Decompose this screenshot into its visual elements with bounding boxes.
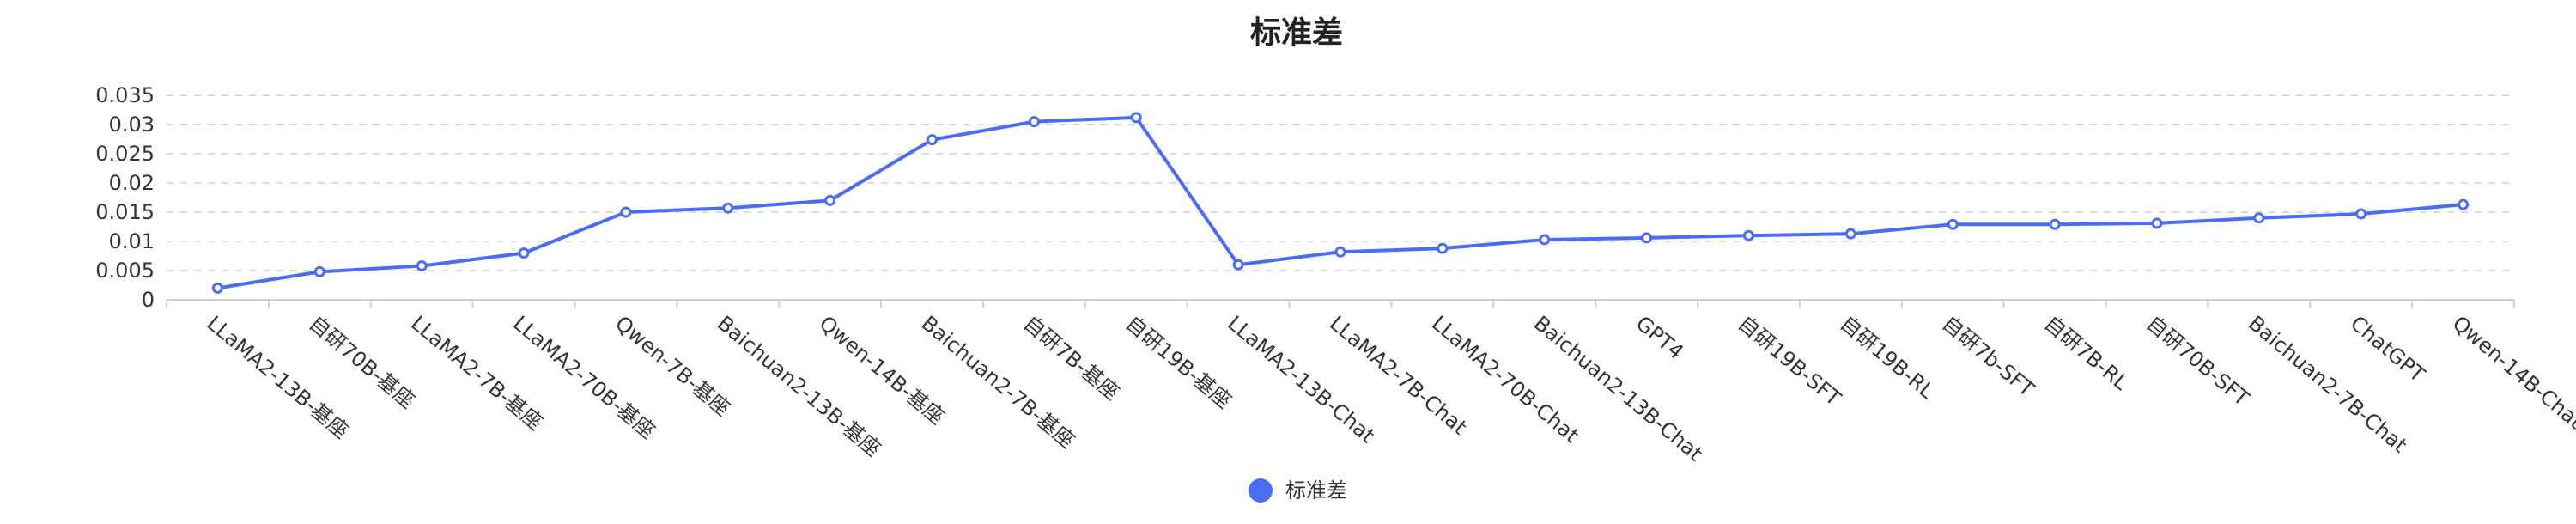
legend-label[interactable]: 标准差 (1285, 478, 1347, 503)
y-tick-label: 0.005 (95, 259, 155, 283)
y-tick-label: 0 (142, 288, 155, 312)
x-tick-label: 自研7b-SFT (1937, 311, 2038, 402)
x-tick-label: 自研19B-RL (1835, 311, 1939, 404)
y-tick-label: 0.035 (95, 83, 155, 107)
x-tick-label: 自研19B-SFT (1734, 311, 1846, 411)
series-layer (211, 112, 2470, 294)
data-point[interactable] (722, 202, 734, 214)
x-tick-label: 自研19B-基座 (1121, 311, 1236, 413)
x-tick-label: 自研70B-SFT (2142, 311, 2254, 411)
data-point[interactable] (2253, 212, 2265, 224)
x-tick-label: 自研7B-RL (2039, 311, 2133, 395)
legend[interactable]: 标准差 (1249, 478, 1347, 503)
data-point[interactable] (1641, 232, 1653, 244)
data-point[interactable] (1334, 246, 1346, 258)
x-tick-label: Baichuan2-13B-Chat (1529, 311, 1707, 466)
data-point[interactable] (1947, 218, 1959, 230)
data-point[interactable] (1437, 242, 1449, 254)
data-point[interactable] (2355, 208, 2367, 220)
y-tick-label: 0.025 (95, 142, 155, 166)
x-axis (166, 299, 2515, 308)
x-tick-label: Baichuan2-13B-基座 (713, 311, 885, 461)
data-point[interactable] (416, 260, 428, 272)
y-tick-label: 0.02 (109, 171, 155, 195)
data-point[interactable] (211, 282, 223, 294)
data-point[interactable] (927, 134, 939, 146)
data-point[interactable] (2151, 217, 2163, 229)
x-tick-label: 自研7B-基座 (1019, 311, 1124, 405)
chart-title: 标准差 (1250, 15, 1343, 51)
y-tick-label: 0.01 (109, 229, 155, 253)
x-tick-label: Qwen-14B-Chat (2448, 311, 2576, 434)
x-axis-labels: LLaMA2-13B-基座自研70B-基座LLaMA2-7B-基座LLaMA2-… (203, 311, 2576, 466)
y-tick-label: 0.03 (109, 113, 155, 137)
x-tick-label: GPT4 (1631, 311, 1688, 364)
data-point[interactable] (1539, 234, 1551, 246)
y-axis-labels: 0 0.005 0.01 0.015 0.02 0.025 0.03 0.035 (95, 83, 155, 312)
data-point[interactable] (2458, 198, 2470, 210)
legend-marker-icon[interactable] (1249, 478, 1273, 503)
x-tick-label: ChatGPT (2346, 311, 2430, 387)
data-point[interactable] (620, 206, 632, 218)
data-point[interactable] (1028, 116, 1040, 128)
data-point[interactable] (1742, 229, 1754, 241)
data-point[interactable] (518, 247, 530, 259)
data-point[interactable] (313, 265, 325, 277)
data-point[interactable] (1130, 112, 1142, 124)
data-point[interactable] (1232, 259, 1244, 271)
data-point[interactable] (2049, 218, 2061, 230)
grid-lines (167, 94, 2514, 271)
series-line (217, 115, 2464, 290)
y-tick-label: 0.015 (95, 200, 155, 224)
data-point[interactable] (824, 194, 836, 206)
data-point[interactable] (1844, 228, 1856, 240)
